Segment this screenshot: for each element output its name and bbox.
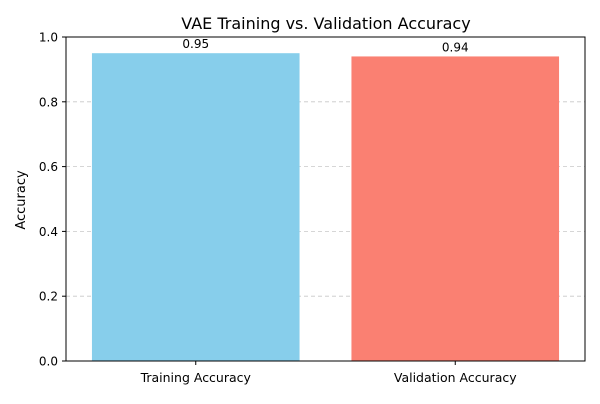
y-tick-label: 0.2 — [39, 290, 58, 304]
y-axis-ticks: 0.0 0.2 0.4 0.6 0.8 1.0 — [39, 31, 66, 369]
plot-frame — [65, 36, 586, 362]
y-tick-label: 1.0 — [39, 31, 58, 45]
y-tick-label: 0.8 — [39, 95, 58, 109]
bars — [91, 53, 560, 361]
bar — [91, 53, 300, 361]
y-tick-label: 0.4 — [39, 225, 58, 239]
chart-title: VAE Training vs. Validation Accuracy — [181, 14, 470, 33]
x-axis-ticks: Training Accuracy Validation Accuracy — [140, 361, 517, 385]
y-axis-label: Accuracy — [14, 170, 29, 230]
bar-value-label: 0.94 — [442, 40, 469, 54]
y-tick-label: 0.0 — [39, 355, 58, 369]
bar-value-label: 0.95 — [182, 37, 209, 51]
bar — [351, 56, 560, 361]
x-tick-label: Validation Accuracy — [394, 370, 517, 385]
y-tick-label: 0.6 — [39, 160, 58, 174]
data-labels: 0.95 0.94 — [182, 37, 468, 54]
x-tick-label: Training Accuracy — [140, 370, 252, 385]
